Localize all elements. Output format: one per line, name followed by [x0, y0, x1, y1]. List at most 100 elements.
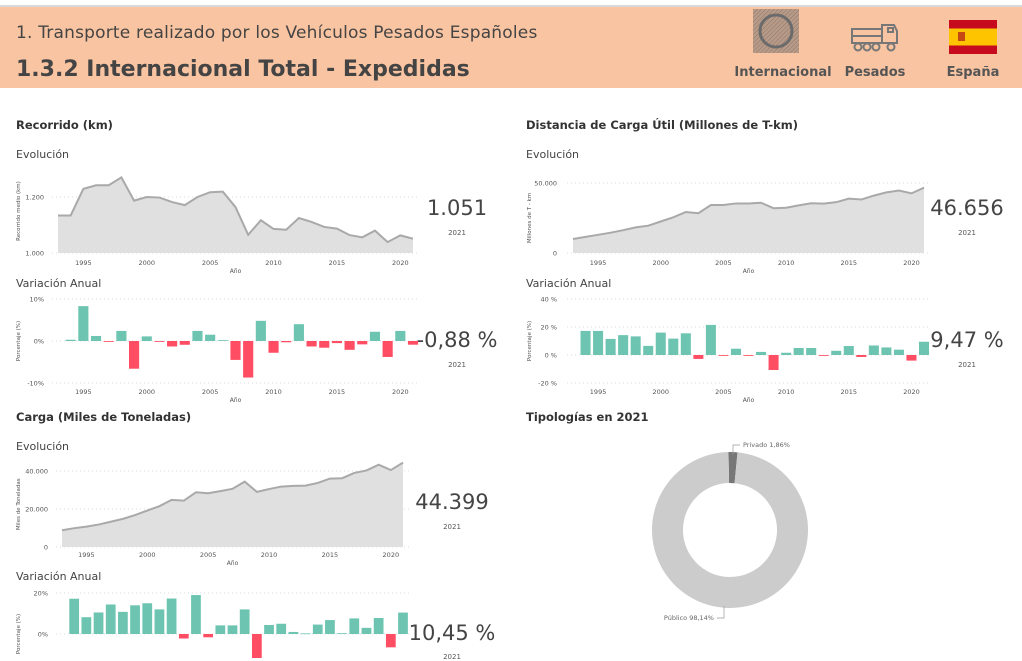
x-tick-label: 1995 [590, 259, 607, 267]
bar-2014 [312, 624, 323, 634]
tipologias-title: Tipologías en 2021 [526, 410, 649, 424]
series-line [572, 186, 925, 240]
y-tick-label: 40 % [540, 296, 557, 304]
bar-2011 [281, 341, 292, 343]
bar-2009 [255, 320, 266, 341]
circle-icon [753, 9, 799, 53]
bar-2015 [325, 620, 335, 634]
recorrido-kpi-year: 2021 [448, 229, 466, 237]
bar-1998 [116, 330, 127, 341]
x-tick-label: 2015 [841, 388, 858, 396]
bar-2008 [756, 351, 767, 355]
x-tick-label: 2005 [202, 388, 219, 396]
bar-1999 [129, 341, 140, 369]
distancia-var-label: Variación Anual [526, 277, 612, 290]
spain-flag-icon [949, 20, 997, 54]
bar-2014 [831, 350, 842, 355]
bar-2000 [142, 603, 153, 634]
bar-1994 [69, 598, 80, 634]
x-tick-label: 1995 [75, 388, 92, 396]
bar-2011 [793, 348, 804, 355]
y-tick-label: 0 % [545, 352, 557, 360]
distancia-kpi-value: 46.656 [930, 196, 1004, 220]
bar-1994 [580, 330, 591, 355]
recorrido-kpi-value: 1.051 [426, 196, 488, 220]
carga-evol-label: Evolución [16, 440, 70, 453]
bar-2012 [806, 348, 817, 355]
slice-privado[interactable] [728, 452, 738, 484]
bar-2013 [300, 633, 311, 635]
badge-label: Pesados [844, 65, 906, 80]
bar-2007 [743, 355, 754, 356]
x-tick-label: 2015 [329, 388, 346, 396]
slice-label: Público 98,14% [664, 614, 714, 622]
carga-var-label: Variación Anual [16, 570, 102, 583]
distancia-var-kpi-year: 2021 [958, 361, 976, 369]
bar-2018 [881, 347, 892, 355]
bar-2001 [154, 341, 165, 342]
x-tick-label: 2020 [903, 388, 920, 396]
bar-2000 [655, 332, 666, 355]
bar-2012 [293, 324, 304, 341]
distancia-var-kpi-value: 9,47 % [930, 328, 1004, 352]
y-axis-label: Millones de T - km [527, 193, 533, 243]
slice-público[interactable] [651, 452, 808, 608]
x-tick-label: 2005 [202, 259, 219, 267]
series-line [61, 461, 404, 532]
bar-2013 [818, 355, 829, 356]
leader-line [717, 606, 725, 619]
distancia-evol-label: Evolución [526, 148, 580, 161]
x-tick-label: 2010 [265, 388, 282, 396]
bar-2018 [369, 331, 381, 341]
bar-2005 [718, 355, 729, 356]
bar-2009 [251, 634, 262, 658]
bar-1999 [643, 345, 654, 355]
x-tick-label: 2010 [261, 551, 278, 559]
series-line [58, 175, 414, 244]
y-axis-label: Porcentaje (%) [16, 614, 22, 654]
x-tick-label: 2000 [138, 388, 155, 396]
x-tick-label: 2020 [383, 551, 400, 559]
bar-2002 [166, 598, 177, 634]
bar-1994 [65, 339, 76, 341]
bar-2006 [217, 340, 228, 341]
truck-icon [851, 24, 898, 52]
bar-2019 [373, 618, 384, 634]
bar-2016 [337, 633, 347, 634]
y-axis-label: Miles de Toneladas [16, 478, 22, 530]
tipologias-donut-chart: Privado 1,86% Público 98,14% [651, 441, 808, 622]
y-axis-label: Recorrido medio (km) [16, 181, 22, 241]
x-tick-label: 1995 [590, 388, 607, 396]
bar-1996 [93, 612, 104, 634]
area-fill [58, 177, 413, 253]
bar-1995 [78, 306, 89, 341]
bar-2016 [856, 355, 867, 357]
recorrido-var-kpi-year: 2021 [448, 361, 466, 369]
x-tick-label: 2010 [778, 259, 795, 267]
recorrido-var-chart: 10% 0% -10% 1995 2000 2005 2010 2015 2020 Año Porc… [16, 296, 419, 404]
area-fill [573, 187, 924, 253]
y-tick-label: 20.000 [25, 506, 48, 514]
bar-2007 [227, 625, 238, 634]
bar-2002 [680, 333, 691, 355]
bar-2010 [781, 352, 792, 355]
distancia-var-chart: 40 % 20 % 0 % -20 % 1995 2000 2005 2010 2015 2020… [527, 296, 930, 404]
bar-2015 [843, 346, 854, 355]
bar-2003 [693, 355, 704, 359]
carga-var-kpi-value: 10,45 % [408, 621, 496, 645]
x-tick-label: 2005 [715, 388, 732, 396]
bar-2001 [668, 338, 679, 355]
bar-2004 [705, 324, 716, 355]
slice-label: Privado 1,86% [743, 441, 790, 449]
x-tick-label: 2000 [652, 259, 669, 267]
carga-var-kpi-year: 2021 [443, 653, 461, 661]
bar-1998 [630, 336, 641, 355]
bar-1995 [81, 617, 92, 634]
recorrido-var-label: Variación Anual [16, 277, 102, 290]
bar-1997 [618, 335, 629, 355]
bar-2010 [264, 624, 274, 634]
x-tick-label: 2015 [329, 259, 346, 267]
x-tick-label: 1995 [75, 259, 92, 267]
bar-2002 [167, 341, 178, 347]
